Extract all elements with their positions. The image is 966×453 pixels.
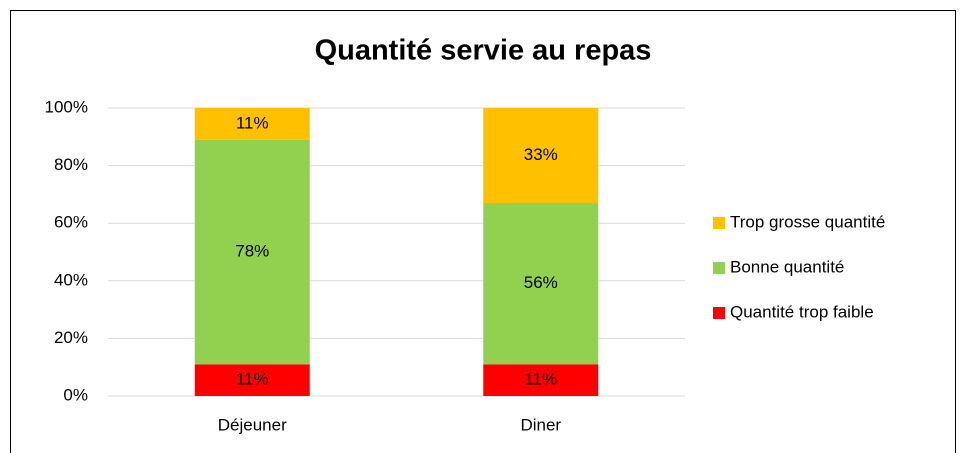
bar-segment — [194, 108, 310, 140]
chart-border — [10, 10, 956, 453]
x-tick-label: Diner — [520, 415, 561, 434]
legend-swatch — [713, 217, 725, 229]
y-tick-label: 80% — [54, 155, 88, 174]
legend-label: Quantité trop faible — [730, 302, 874, 321]
chart-title: Quantité servie au repas — [315, 35, 652, 67]
data-label: 56% — [524, 273, 558, 292]
data-label: 11% — [524, 370, 557, 389]
y-tick-label: 0% — [63, 385, 88, 404]
legend-swatch — [713, 307, 725, 319]
x-tick-label: Déjeuner — [218, 415, 287, 434]
bar-segment — [483, 108, 599, 204]
data-label: 33% — [524, 145, 558, 164]
bar-segment — [194, 364, 310, 396]
y-tick-label: 40% — [54, 270, 88, 289]
legend-label: Bonne quantité — [730, 257, 844, 276]
data-label: 11% — [236, 113, 269, 132]
legend-label: Trop grosse quantité — [730, 212, 885, 231]
data-label: 78% — [235, 241, 269, 260]
y-tick-label: 100% — [45, 97, 88, 116]
y-tick-label: 60% — [54, 213, 88, 232]
bar-segment — [483, 203, 599, 365]
data-label: 11% — [236, 370, 269, 389]
bar-segment — [483, 364, 599, 396]
y-tick-label: 20% — [54, 328, 88, 347]
legend-swatch — [713, 262, 725, 274]
bar-segment — [194, 139, 310, 365]
